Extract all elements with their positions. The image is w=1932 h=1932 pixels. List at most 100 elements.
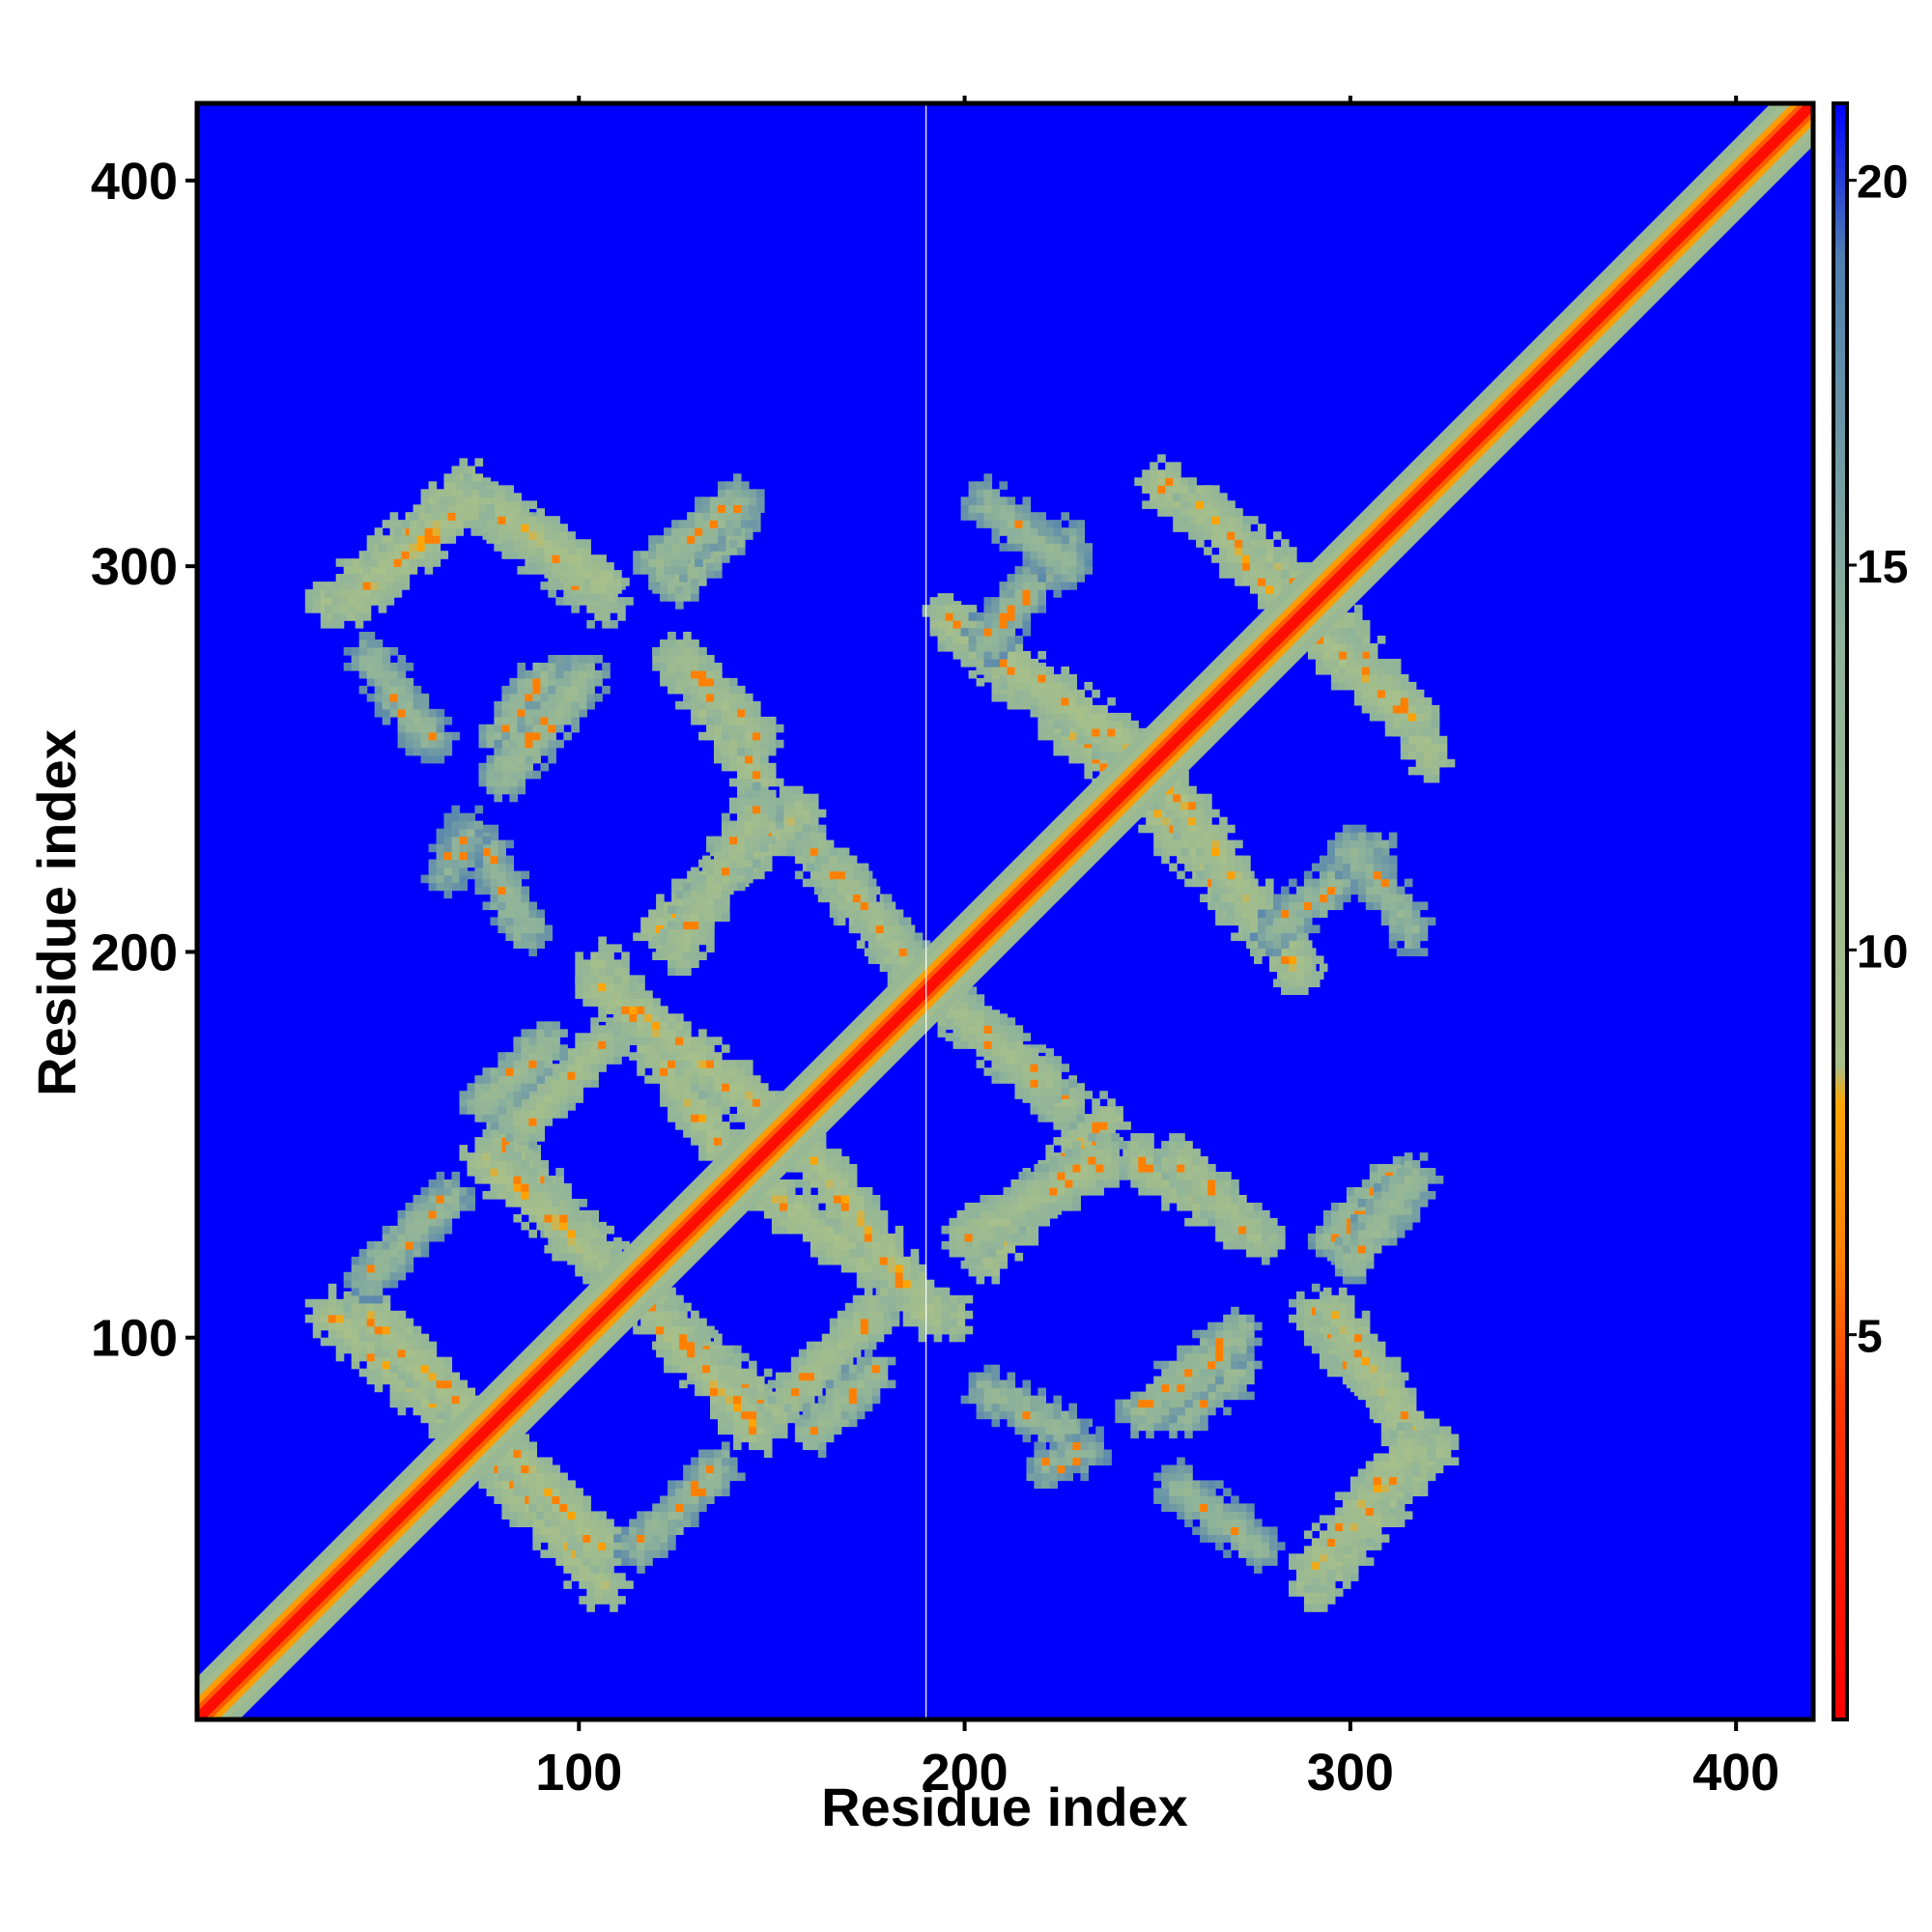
heatmap-cell (790, 1372, 800, 1381)
heatmap-cell (1138, 1187, 1147, 1196)
heatmap-cell (756, 1195, 765, 1204)
heatmap-cell (952, 1025, 962, 1034)
heatmap-cell (582, 1526, 591, 1535)
heatmap-cell (867, 909, 877, 919)
heatmap-cell (722, 1129, 730, 1138)
heatmap-cell (794, 870, 804, 880)
heatmap-cell (1030, 1236, 1039, 1246)
heatmap-cell (879, 1225, 889, 1235)
heatmap-cell (1177, 1203, 1185, 1211)
heatmap-cell (960, 994, 970, 1003)
heatmap-cell (706, 1152, 715, 1161)
heatmap-cell (968, 669, 978, 679)
heatmap-cell (1092, 1122, 1100, 1130)
heatmap-cell (590, 990, 599, 999)
heatmap-cell (714, 1060, 723, 1068)
heatmap-cell (898, 948, 908, 956)
heatmap-cell (633, 1325, 641, 1335)
heatmap-cell (864, 1248, 873, 1258)
heatmap-cell (389, 1356, 399, 1366)
heatmap-cell (718, 1387, 726, 1397)
heatmap-cell (999, 1252, 1009, 1262)
heatmap-cell (775, 1379, 784, 1389)
heatmap-cell (771, 1195, 781, 1204)
heatmap-cell (1215, 1233, 1224, 1242)
heatmap-cell (840, 1256, 850, 1265)
heatmap-cell (914, 932, 923, 942)
heatmap-cell (875, 1333, 885, 1343)
heatmap-cell (598, 952, 607, 960)
heatmap-cell (745, 1098, 753, 1107)
heatmap-cell (1338, 1217, 1348, 1227)
heatmap-cell (497, 1457, 506, 1466)
heatmap-cell (513, 1125, 522, 1134)
heatmap-cell (821, 1349, 831, 1358)
heatmap-cell (327, 1291, 337, 1300)
heatmap-cell (637, 1021, 645, 1030)
heatmap-cell (1022, 1064, 1032, 1072)
heatmap-cell (848, 1209, 858, 1219)
heatmap-cell (856, 1279, 866, 1289)
heatmap-cell (567, 1526, 576, 1535)
heatmap-cell (467, 1083, 476, 1092)
heatmap-cell (733, 1441, 742, 1451)
heatmap-cell (366, 1310, 376, 1320)
heatmap-cell (1022, 673, 1032, 683)
heatmap-cell (941, 1287, 951, 1296)
heatmap-cell (567, 1229, 576, 1238)
contact-band (459, 1021, 896, 1459)
heatmap-cell (879, 1364, 889, 1374)
heatmap-cell (582, 1549, 591, 1558)
heatmap-cell (871, 1387, 881, 1397)
heatmap-cell (864, 1387, 873, 1397)
heatmap-cell (482, 1176, 492, 1184)
heatmap-cell (552, 1079, 560, 1088)
heatmap-cell (722, 739, 730, 749)
heatmap-cell (910, 1264, 920, 1273)
heatmap-cell (1153, 1172, 1162, 1180)
heatmap-cell (335, 1337, 345, 1347)
heatmap-cell (552, 1519, 560, 1527)
heatmap-cell (999, 667, 1009, 675)
heatmap-cell (706, 1114, 715, 1122)
heatmap-cell (983, 1267, 993, 1277)
heatmap-cell (671, 1349, 680, 1358)
heatmap-cell (867, 940, 877, 949)
heatmap-cell (544, 1221, 553, 1231)
heatmap-cell (825, 1240, 835, 1250)
heatmap-cell (722, 554, 730, 563)
heatmap-cell (698, 1075, 707, 1084)
heatmap-cell (714, 1052, 723, 1061)
heatmap-cell (536, 1464, 545, 1474)
heatmap-cell (575, 1503, 583, 1512)
heatmap-cell (702, 1379, 711, 1389)
heatmap-cell (521, 1176, 529, 1184)
heatmap-cell (675, 1114, 684, 1122)
heatmap-cell (1107, 1114, 1116, 1122)
heatmap-cell (405, 1372, 414, 1381)
heatmap-cell (786, 801, 796, 810)
heatmap-cell (405, 1349, 414, 1358)
heatmap-cell (613, 1006, 622, 1014)
heatmap-cell (806, 1395, 815, 1405)
heatmap-cell (710, 1349, 719, 1358)
heatmap-cell (567, 1244, 576, 1254)
heatmap-cell (675, 1044, 684, 1053)
heatmap-cell (722, 1137, 730, 1146)
heatmap-cell (1007, 673, 1016, 683)
heatmap-cell (598, 998, 607, 1007)
heatmap-cell (1146, 1172, 1154, 1180)
heatmap-cell (1122, 720, 1131, 729)
heatmap-cell (521, 1083, 529, 1092)
heatmap-cell (810, 1233, 819, 1242)
heatmap-cell (867, 901, 877, 911)
heatmap-cell (918, 1271, 927, 1281)
heatmap-cell (505, 1183, 514, 1192)
heatmap-cell (660, 1075, 668, 1084)
heatmap-cell (1053, 704, 1062, 714)
heatmap-cell (451, 1395, 461, 1405)
heatmap-cell (582, 1221, 591, 1231)
heatmap-cell (790, 1395, 800, 1405)
heatmap-cell (532, 1534, 541, 1543)
heatmap-cell (895, 1271, 904, 1281)
